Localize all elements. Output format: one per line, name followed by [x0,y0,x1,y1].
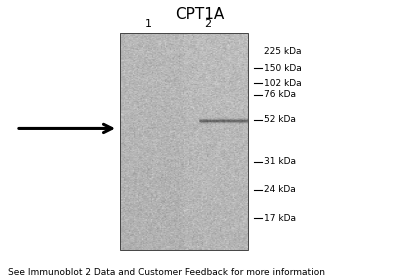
Text: 150 kDa: 150 kDa [264,64,302,73]
Bar [120,33,248,250]
Text: 2: 2 [204,19,212,29]
Text: 76 kDa: 76 kDa [264,90,296,99]
Text: 31 kDa: 31 kDa [264,157,296,166]
Text: 17 kDa: 17 kDa [264,214,296,223]
Text: 52 kDa: 52 kDa [264,115,296,124]
Text: 1: 1 [144,19,152,29]
Text: 225 kDa: 225 kDa [264,47,302,56]
Text: See Immunoblot 2 Data and Customer Feedback for more information: See Immunoblot 2 Data and Customer Feedb… [8,268,325,277]
Text: 24 kDa: 24 kDa [264,185,296,194]
Text: CPT1A: CPT1A [175,7,225,22]
Text: 102 kDa: 102 kDa [264,79,302,88]
